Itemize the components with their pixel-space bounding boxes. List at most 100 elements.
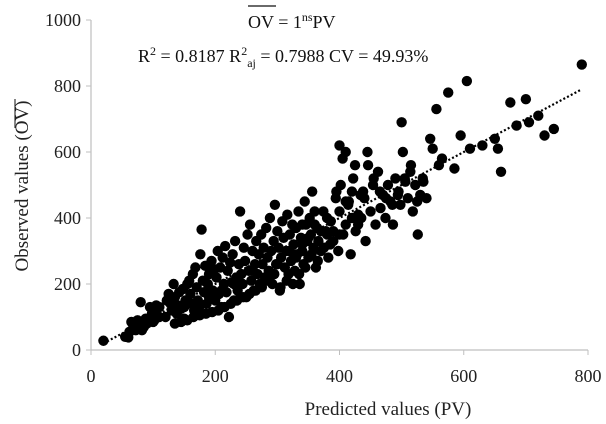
data-point (323, 252, 334, 263)
y-tick-label: 400 (54, 208, 81, 228)
data-point (410, 179, 421, 191)
equation-annotation: OV = 1nsPV (248, 5, 336, 32)
data-point (229, 235, 241, 247)
data-point (375, 202, 386, 214)
data-point (154, 301, 165, 313)
y-tick-label: 1000 (45, 10, 81, 30)
x-tick-label: 400 (326, 366, 353, 386)
data-point (269, 199, 281, 210)
data-point (168, 278, 179, 290)
data-point (334, 140, 345, 151)
data-point (461, 75, 473, 87)
data-point (275, 282, 286, 293)
data-point (340, 196, 351, 207)
data-point (387, 199, 398, 210)
data-point (315, 226, 327, 237)
data-point (443, 87, 454, 98)
data-point (382, 179, 394, 191)
data-point (464, 143, 476, 154)
data-point (346, 186, 358, 197)
data-point (505, 97, 516, 108)
data-point (520, 94, 532, 105)
data-point (242, 229, 253, 240)
x-tick-label: 200 (202, 366, 229, 386)
x-tick-label: 600 (450, 366, 477, 386)
data-point (281, 275, 292, 286)
data-point (234, 206, 246, 217)
data-point (306, 249, 317, 260)
equation-text: OV = 1nsPV (248, 10, 336, 32)
data-point (206, 255, 217, 267)
data-point (272, 259, 283, 270)
y-axis-title-group: Observed values (OV) (12, 101, 33, 272)
trendline (102, 88, 583, 345)
data-point (362, 160, 374, 171)
data-point (222, 265, 233, 276)
data-point (347, 173, 359, 184)
r2-sup: 2 (150, 44, 156, 58)
data-point (362, 146, 373, 158)
data-point (98, 335, 109, 346)
data-point (219, 240, 231, 252)
data-point (387, 219, 399, 230)
data-point (390, 173, 401, 184)
data-point (489, 133, 501, 144)
x-tick-label: 0 (87, 366, 96, 386)
data-point (397, 146, 409, 158)
data-point (477, 140, 488, 151)
data-point (216, 285, 227, 296)
data-point (402, 193, 414, 204)
equation-superscript: ns (302, 10, 313, 24)
data-point (334, 206, 345, 217)
data-point (418, 176, 429, 187)
data-point (427, 143, 438, 154)
data-point (368, 173, 379, 184)
data-point (421, 193, 432, 204)
data-point (340, 219, 351, 230)
data-point (262, 275, 274, 286)
data-point (196, 224, 207, 235)
data-point (247, 265, 258, 276)
data-point (224, 257, 236, 268)
y-tick-label: 200 (54, 274, 81, 294)
data-point (290, 252, 302, 263)
data-point (425, 133, 436, 144)
data-point (228, 278, 240, 290)
data-point (195, 249, 206, 260)
data-point (312, 255, 323, 267)
data-point (269, 268, 280, 280)
x-ticks: 0 200 400 600 800 (87, 350, 602, 386)
r2aj-sup: 2 (241, 44, 247, 58)
data-point (293, 206, 304, 217)
x-tick-label: 800 (575, 366, 602, 386)
data-point (191, 282, 202, 293)
r2aj-sub: aj (247, 56, 256, 70)
data-point (203, 292, 215, 303)
data-point (135, 296, 146, 308)
data-point (260, 222, 272, 234)
y-axis-title: Observed values (OV) (12, 101, 33, 272)
data-point (431, 103, 442, 115)
data-point (380, 212, 391, 224)
data-point (237, 278, 248, 290)
data-point (190, 262, 201, 273)
data-point (217, 252, 228, 263)
data-point (411, 196, 423, 207)
data-point (337, 153, 348, 164)
data-point (328, 226, 339, 237)
data-point (407, 206, 419, 217)
data-point (449, 163, 460, 174)
y-ticks: 0 200 400 600 800 1000 (45, 10, 91, 360)
data-point (239, 255, 251, 267)
data-point (284, 245, 295, 257)
data-point (272, 226, 283, 237)
data-point (365, 206, 376, 217)
data-point (539, 130, 550, 141)
data-point (533, 110, 544, 121)
data-point (223, 311, 235, 323)
data-point (352, 219, 364, 230)
r2-label: R (138, 46, 150, 66)
data-point (284, 229, 295, 240)
data-point (300, 262, 311, 273)
data-point (321, 212, 333, 224)
